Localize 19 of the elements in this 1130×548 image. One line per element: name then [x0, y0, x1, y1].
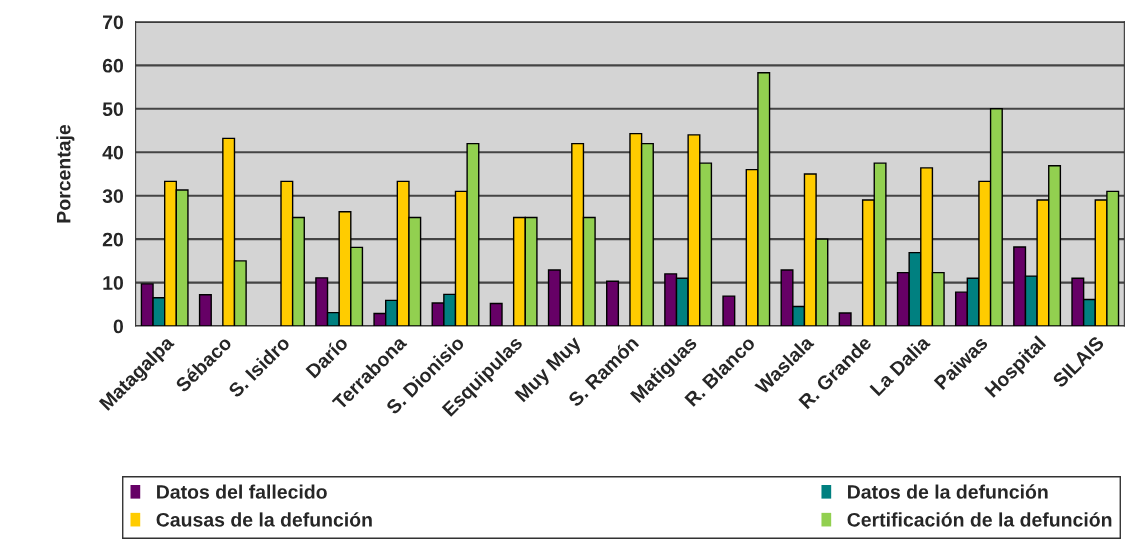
legend-label: Datos del fallecido: [157, 484, 327, 499]
bar: [547, 269, 561, 327]
bar: [198, 294, 212, 327]
y-axis-title: Porcentaje: [56, 124, 75, 223]
y-tick-label: 20: [102, 232, 123, 247]
bar: [489, 302, 503, 327]
bar: [606, 280, 620, 327]
legend-label: Certificación de la defunción: [847, 512, 1112, 527]
bar: [722, 295, 736, 327]
y-tick-label: 10: [103, 276, 123, 290]
y-tick-label: 60: [102, 58, 123, 73]
y-tick-label: 50: [102, 102, 123, 117]
legend-label: Datos de la defunción: [848, 484, 1048, 499]
legend-label: Causas de la defunción: [156, 512, 372, 527]
y-tick-label: 40: [102, 145, 123, 160]
y-tick-label: 0: [113, 319, 123, 334]
bar: [838, 312, 852, 327]
y-tick-label: 30: [102, 189, 123, 203]
y-tick-label: 70: [103, 15, 123, 30]
